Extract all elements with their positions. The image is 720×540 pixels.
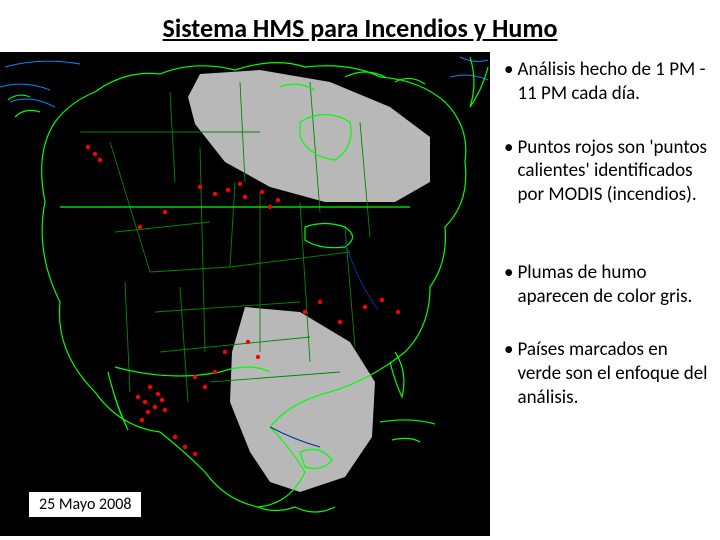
bullet-item: • Puntos rojos son 'puntos calientes' id… [504,136,712,207]
bullet-mark: • [504,338,513,362]
bullet-mark: • [504,261,513,285]
bullet-text: Países marcados en verde son el enfoque … [517,338,712,409]
bullet-text: Puntos rojos son 'puntos calientes' iden… [517,136,712,207]
bullet-panel: • Análisis hecho de 1 PM - 11 PM cada dí… [490,52,720,536]
page-title: Sistema HMS para Incendios y Humo [0,0,720,52]
bullet-item: • Análisis hecho de 1 PM - 11 PM cada dí… [504,58,712,106]
content-row: 25 Mayo 2008 • Análisis hecho de 1 PM - … [0,52,720,536]
date-label: 25 Mayo 2008 [28,491,142,518]
bullet-item: • Países marcados en verde son el enfoqu… [504,338,712,409]
bullet-text: Análisis hecho de 1 PM - 11 PM cada día. [517,58,712,106]
map-panel: 25 Mayo 2008 [0,52,490,536]
bullet-text: Plumas de humo aparecen de color gris. [517,261,712,309]
bullet-item: • Plumas de humo aparecen de color gris. [504,261,712,309]
bullet-mark: • [504,58,513,82]
map-svg [0,52,490,536]
bullet-mark: • [504,136,513,160]
